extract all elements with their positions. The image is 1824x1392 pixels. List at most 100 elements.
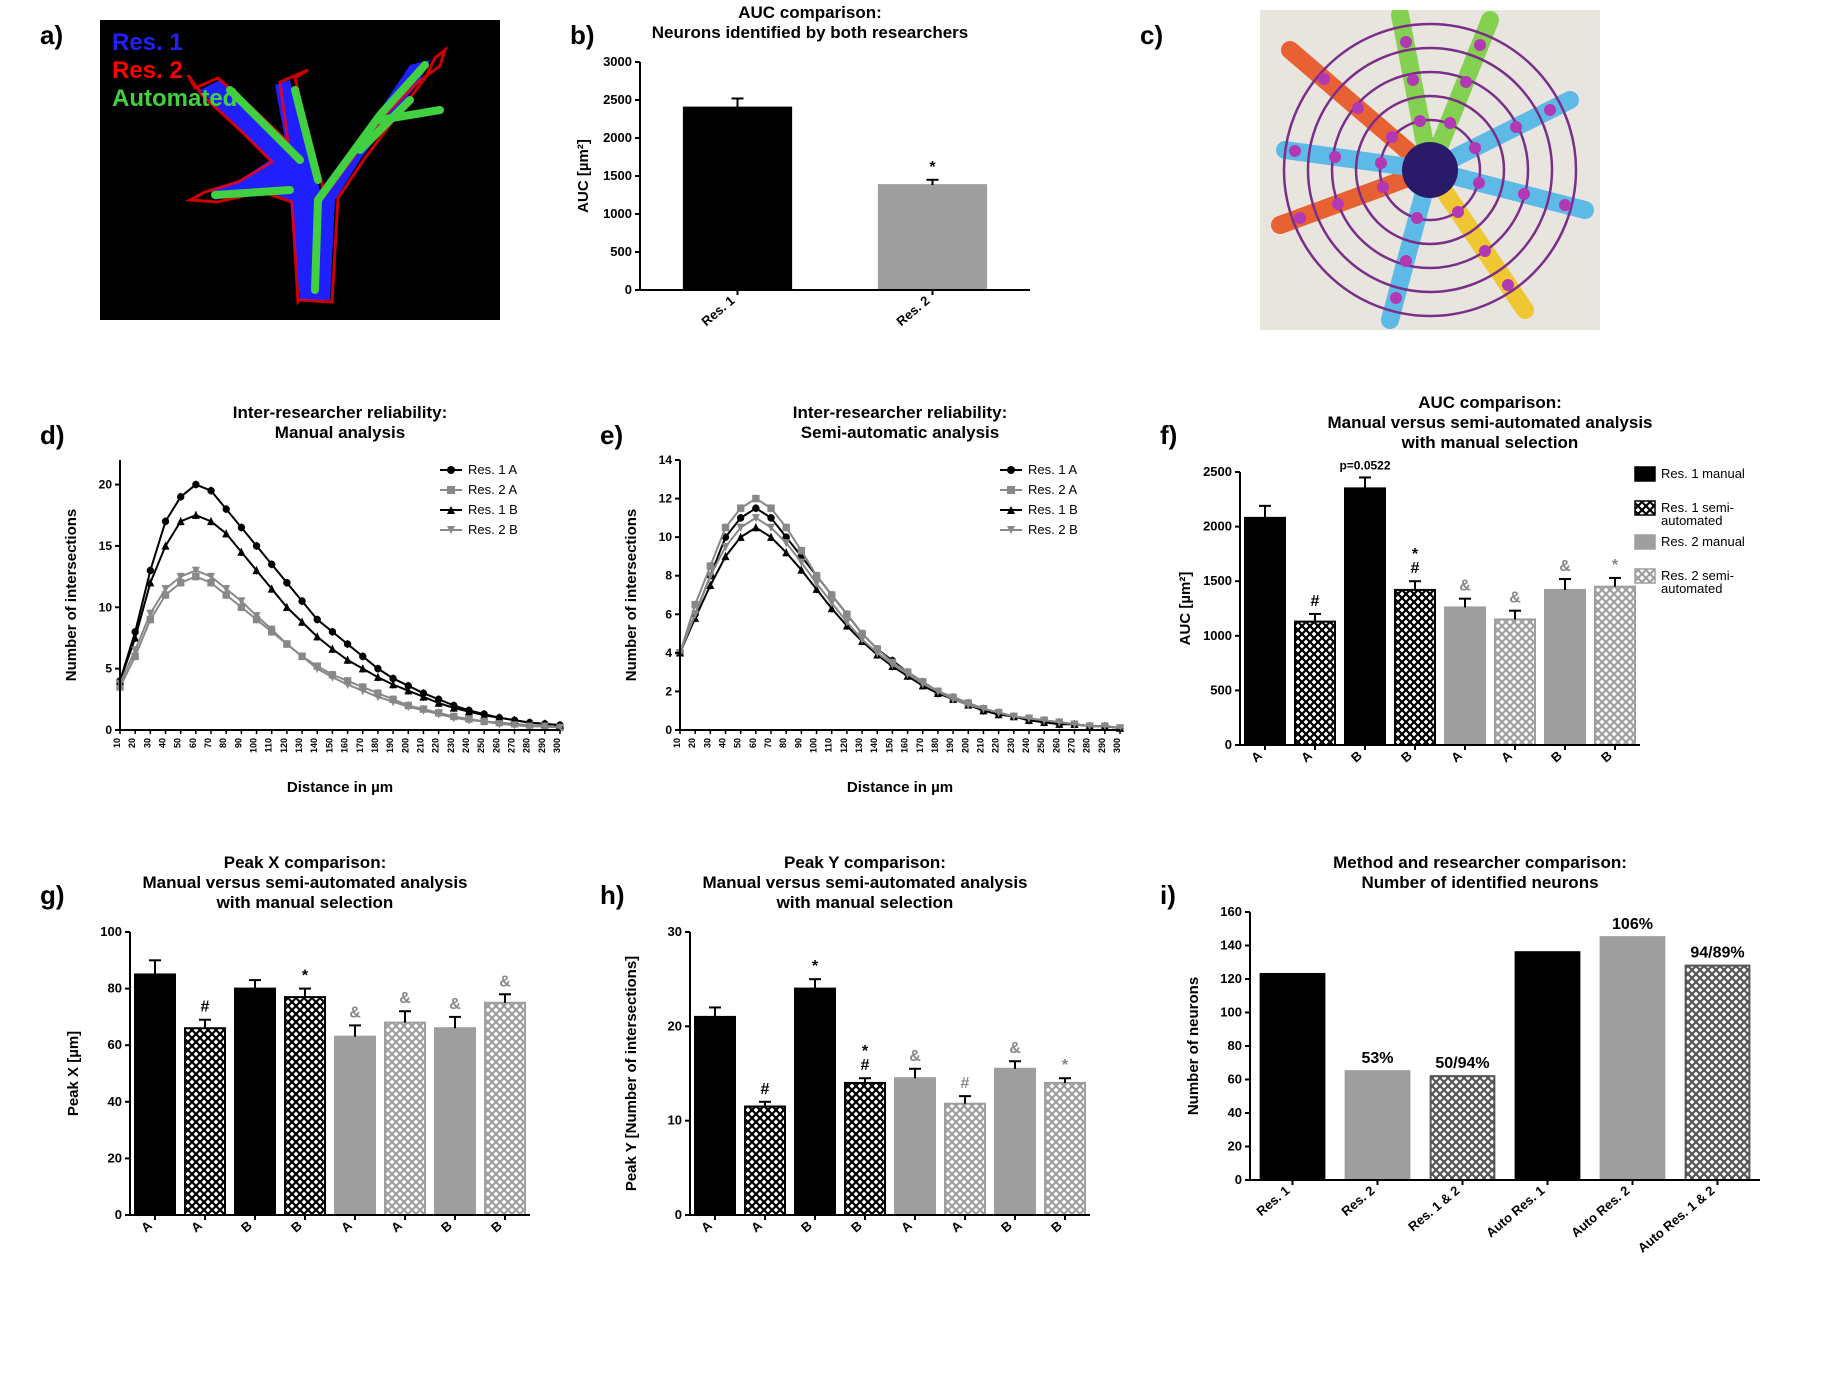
svg-text:10: 10 (672, 738, 682, 748)
svg-text:30: 30 (702, 738, 712, 748)
svg-text:200: 200 (960, 738, 970, 753)
svg-text:Inter-researcher reliability:: Inter-researcher reliability: (233, 403, 447, 422)
svg-text:40: 40 (108, 1094, 122, 1109)
svg-text:Res. 1: Res. 1 (1253, 1183, 1292, 1219)
svg-text:8: 8 (665, 569, 672, 583)
svg-text:110: 110 (824, 738, 834, 753)
svg-text:#: # (961, 1075, 970, 1092)
svg-text:80: 80 (108, 981, 122, 996)
svg-text:100: 100 (1220, 1005, 1242, 1020)
svg-text:Res. 1: Res. 1 (698, 293, 737, 329)
svg-text:50: 50 (173, 738, 183, 748)
svg-text:1500: 1500 (1203, 573, 1232, 588)
svg-text:B: B (798, 1218, 815, 1236)
svg-text:500: 500 (610, 244, 632, 259)
svg-text:50/94%: 50/94% (1435, 1055, 1489, 1072)
svg-text:A: A (1498, 747, 1515, 765)
svg-text:B: B (1048, 1218, 1065, 1236)
panel-c-image (1260, 10, 1600, 330)
svg-text:#: # (201, 999, 210, 1016)
svg-text:200: 200 (400, 738, 410, 753)
svg-text:80: 80 (778, 738, 788, 748)
svg-text:150: 150 (884, 738, 894, 753)
svg-text:&: & (1559, 558, 1571, 575)
svg-text:3000: 3000 (603, 54, 632, 69)
svg-text:20: 20 (99, 478, 113, 492)
svg-text:A: A (898, 1217, 915, 1235)
svg-text:Res. 2 B: Res. 2 B (1028, 522, 1078, 537)
svg-text:Auto Res. 1: Auto Res. 1 (1483, 1183, 1547, 1240)
svg-text:2: 2 (665, 684, 672, 698)
panel-i-label: i) (1160, 880, 1176, 911)
svg-text:90: 90 (793, 738, 803, 748)
svg-text:190: 190 (945, 738, 955, 753)
svg-text:*: * (1612, 557, 1619, 574)
svg-text:Distance in µm: Distance in µm (847, 779, 953, 796)
svg-text:90: 90 (233, 738, 243, 748)
svg-text:160: 160 (900, 738, 910, 753)
svg-text:130: 130 (294, 738, 304, 753)
svg-text:AUC [µm²]: AUC [µm²] (1177, 572, 1194, 646)
svg-text:260: 260 (1051, 738, 1061, 753)
svg-text:120: 120 (839, 738, 849, 753)
svg-text:automated: automated (1661, 513, 1722, 528)
svg-text:&: & (449, 996, 461, 1013)
legend-res1: Res. 1 (112, 29, 183, 56)
svg-text:automated: automated (1661, 581, 1722, 596)
svg-text:*: * (929, 159, 936, 176)
svg-text:B: B (998, 1218, 1015, 1236)
svg-text:80: 80 (218, 738, 228, 748)
svg-text:20: 20 (687, 738, 697, 748)
svg-text:10: 10 (659, 530, 673, 544)
svg-text:Neurons identified by both res: Neurons identified by both researchers (652, 23, 968, 42)
panel-a-image: Res. 1 Res. 2 Automated (100, 20, 500, 320)
svg-text:0: 0 (1235, 1172, 1242, 1187)
svg-text:4: 4 (665, 646, 672, 660)
svg-text:Res. 1 & 2: Res. 1 & 2 (1405, 1183, 1462, 1234)
svg-text:Number of identified neurons: Number of identified neurons (1361, 873, 1598, 892)
svg-text:Distance in µm: Distance in µm (287, 779, 393, 796)
svg-text:12: 12 (659, 492, 673, 506)
svg-text:0: 0 (665, 723, 672, 737)
svg-text:5: 5 (105, 662, 112, 676)
svg-text:AUC comparison:: AUC comparison: (738, 3, 882, 22)
svg-text:10: 10 (112, 738, 122, 748)
svg-text:Number of intersections: Number of intersections (63, 509, 80, 682)
svg-text:with manual selection: with manual selection (216, 893, 394, 912)
svg-text:30: 30 (668, 924, 682, 939)
svg-text:#: # (1311, 593, 1320, 610)
svg-text:240: 240 (461, 738, 471, 753)
panel-c-label: c) (1140, 20, 1163, 51)
svg-text:Res. 1 manual: Res. 1 manual (1661, 466, 1745, 481)
svg-text:&: & (1459, 578, 1471, 595)
svg-text:30: 30 (142, 738, 152, 748)
svg-text:210: 210 (415, 738, 425, 753)
svg-text:270: 270 (506, 738, 516, 753)
svg-text:40: 40 (718, 738, 728, 748)
svg-text:40: 40 (1228, 1105, 1242, 1120)
svg-text:A: A (138, 1217, 155, 1235)
svg-text:160: 160 (340, 738, 350, 753)
svg-text:2500: 2500 (1203, 464, 1232, 479)
svg-text:1500: 1500 (603, 168, 632, 183)
panel-i: Method and researcher comparison:Number … (1180, 850, 1800, 1310)
panel-g: Peak X comparison:Manual versus semi-aut… (60, 850, 580, 1290)
svg-text:2000: 2000 (1203, 519, 1232, 534)
svg-text:Semi-automatic analysis: Semi-automatic analysis (801, 423, 999, 442)
svg-text:A: A (698, 1217, 715, 1235)
svg-text:6: 6 (665, 607, 672, 621)
svg-text:Res. 2: Res. 2 (1338, 1183, 1377, 1219)
svg-text:120: 120 (1220, 971, 1242, 986)
svg-text:#: # (1411, 560, 1420, 577)
svg-text:210: 210 (975, 738, 985, 753)
svg-text:*: * (1062, 1057, 1069, 1074)
svg-text:10: 10 (668, 1113, 682, 1128)
svg-text:Res. 1 A: Res. 1 A (1028, 462, 1077, 477)
svg-text:190: 190 (385, 738, 395, 753)
svg-text:110: 110 (264, 738, 274, 753)
svg-text:*: * (302, 968, 309, 985)
svg-text:Res. 1 B: Res. 1 B (1028, 502, 1078, 517)
svg-text:20: 20 (668, 1018, 682, 1033)
svg-text:Method and researcher comparis: Method and researcher comparison: (1333, 853, 1627, 872)
svg-text:260: 260 (491, 738, 501, 753)
